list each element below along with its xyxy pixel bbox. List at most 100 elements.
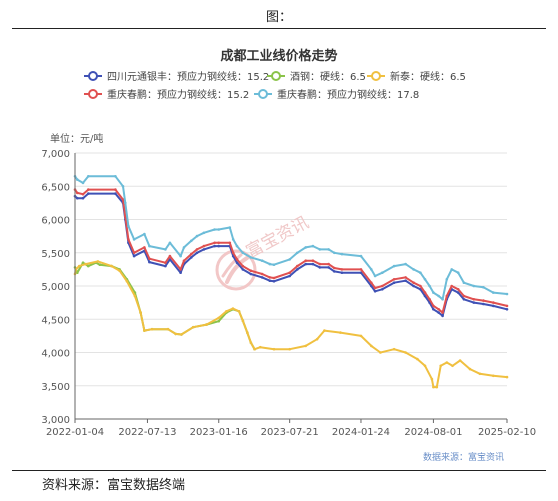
data-point <box>268 279 272 282</box>
data-point <box>423 364 427 368</box>
y-tick-label: 3,500 <box>41 382 70 393</box>
data-point <box>118 269 121 272</box>
legend-label: 新泰：硬线：6.5 <box>390 70 466 83</box>
data-point <box>241 319 245 322</box>
data-point <box>492 304 495 308</box>
data-point <box>127 238 130 241</box>
data-point <box>462 298 466 301</box>
data-point <box>359 271 363 274</box>
legend-swatch-marker <box>371 71 381 81</box>
data-point <box>311 244 315 248</box>
legend-label: 四川元通银丰：预应力钢绞线：15.2 <box>107 70 269 83</box>
data-point <box>96 260 100 263</box>
data-point <box>249 341 253 344</box>
data-point <box>441 311 444 314</box>
data-point <box>127 224 130 228</box>
legend-item-5: 重庆春鹏：预应力钢绞线：17.8 <box>254 88 419 101</box>
data-point <box>150 327 154 331</box>
legend-item-3: 新泰：硬线：6.5 <box>367 70 466 83</box>
unit-label: 单位：元/吨 <box>50 132 103 145</box>
data-point <box>168 254 172 258</box>
data-point <box>327 262 330 266</box>
data-point <box>182 259 186 262</box>
price-trend-chart: 成都工业线价格走势 四川元通银丰：预应力钢绞线：15.2 酒钢：硬线：6.5 新泰：… <box>41 48 536 463</box>
legend-item-2: 酒钢：硬线：6.5 <box>267 70 366 83</box>
data-point <box>318 266 322 269</box>
data-point <box>241 264 245 268</box>
watermark-flame <box>221 253 243 278</box>
data-point <box>249 272 253 276</box>
data-point <box>148 257 151 260</box>
data-point <box>288 258 292 261</box>
data-point <box>478 372 482 376</box>
data-point <box>205 323 208 326</box>
data-point <box>404 262 407 266</box>
data-point <box>190 256 193 259</box>
data-point <box>164 261 167 264</box>
data-point <box>180 333 183 336</box>
data-point <box>235 261 239 264</box>
data-point <box>381 288 384 291</box>
data-point <box>213 241 216 245</box>
data-point <box>228 241 232 245</box>
data-point <box>87 264 90 268</box>
data-point <box>76 178 79 181</box>
series-line <box>74 261 256 350</box>
x-tick-label: 2025-02-10 <box>478 427 536 438</box>
data-point <box>327 266 330 269</box>
data-point <box>472 301 476 304</box>
data-point <box>148 244 151 248</box>
data-point <box>379 351 382 354</box>
data-point <box>190 239 193 243</box>
data-point <box>87 188 90 191</box>
data-point <box>268 262 272 266</box>
data-point <box>125 280 129 283</box>
data-point <box>315 337 319 341</box>
data-point <box>456 291 460 294</box>
y-tick-label: 3,000 <box>41 415 70 426</box>
data-point <box>373 290 377 293</box>
data-point <box>416 357 419 361</box>
data-point <box>423 278 427 281</box>
data-point <box>428 298 431 301</box>
data-point <box>139 311 142 314</box>
data-point <box>439 364 443 368</box>
series-line <box>74 188 508 314</box>
data-point <box>195 234 199 238</box>
data-point <box>441 298 444 301</box>
data-point <box>87 175 90 178</box>
x-tick-label: 2022-01-04 <box>46 427 104 438</box>
data-point <box>132 238 136 241</box>
data-point <box>241 268 245 271</box>
data-point <box>430 377 434 381</box>
data-point <box>432 308 435 311</box>
data-point <box>340 271 344 274</box>
data-point <box>76 191 79 195</box>
data-point <box>288 274 292 278</box>
series-5 <box>73 175 509 301</box>
data-point <box>249 256 253 259</box>
data-point <box>359 254 363 258</box>
data-point <box>195 248 199 251</box>
data-point <box>217 228 220 231</box>
data-point <box>340 252 344 256</box>
data-point <box>235 258 239 261</box>
y-tick-label: 4,000 <box>41 349 70 360</box>
data-point <box>340 268 344 271</box>
data-point <box>505 304 509 308</box>
data-point <box>304 344 308 348</box>
data-point <box>370 281 373 284</box>
data-point <box>462 294 466 298</box>
data-point <box>404 351 407 354</box>
data-point <box>84 262 87 266</box>
data-point <box>392 278 396 281</box>
data-point <box>435 385 439 389</box>
data-point <box>143 232 146 236</box>
grid-lines <box>75 152 507 387</box>
data-point <box>76 271 79 274</box>
data-point <box>121 185 125 188</box>
x-tick-label: 2023-01-16 <box>190 427 248 438</box>
data-point <box>318 248 322 251</box>
data-point <box>228 226 232 229</box>
data-point <box>445 278 449 281</box>
